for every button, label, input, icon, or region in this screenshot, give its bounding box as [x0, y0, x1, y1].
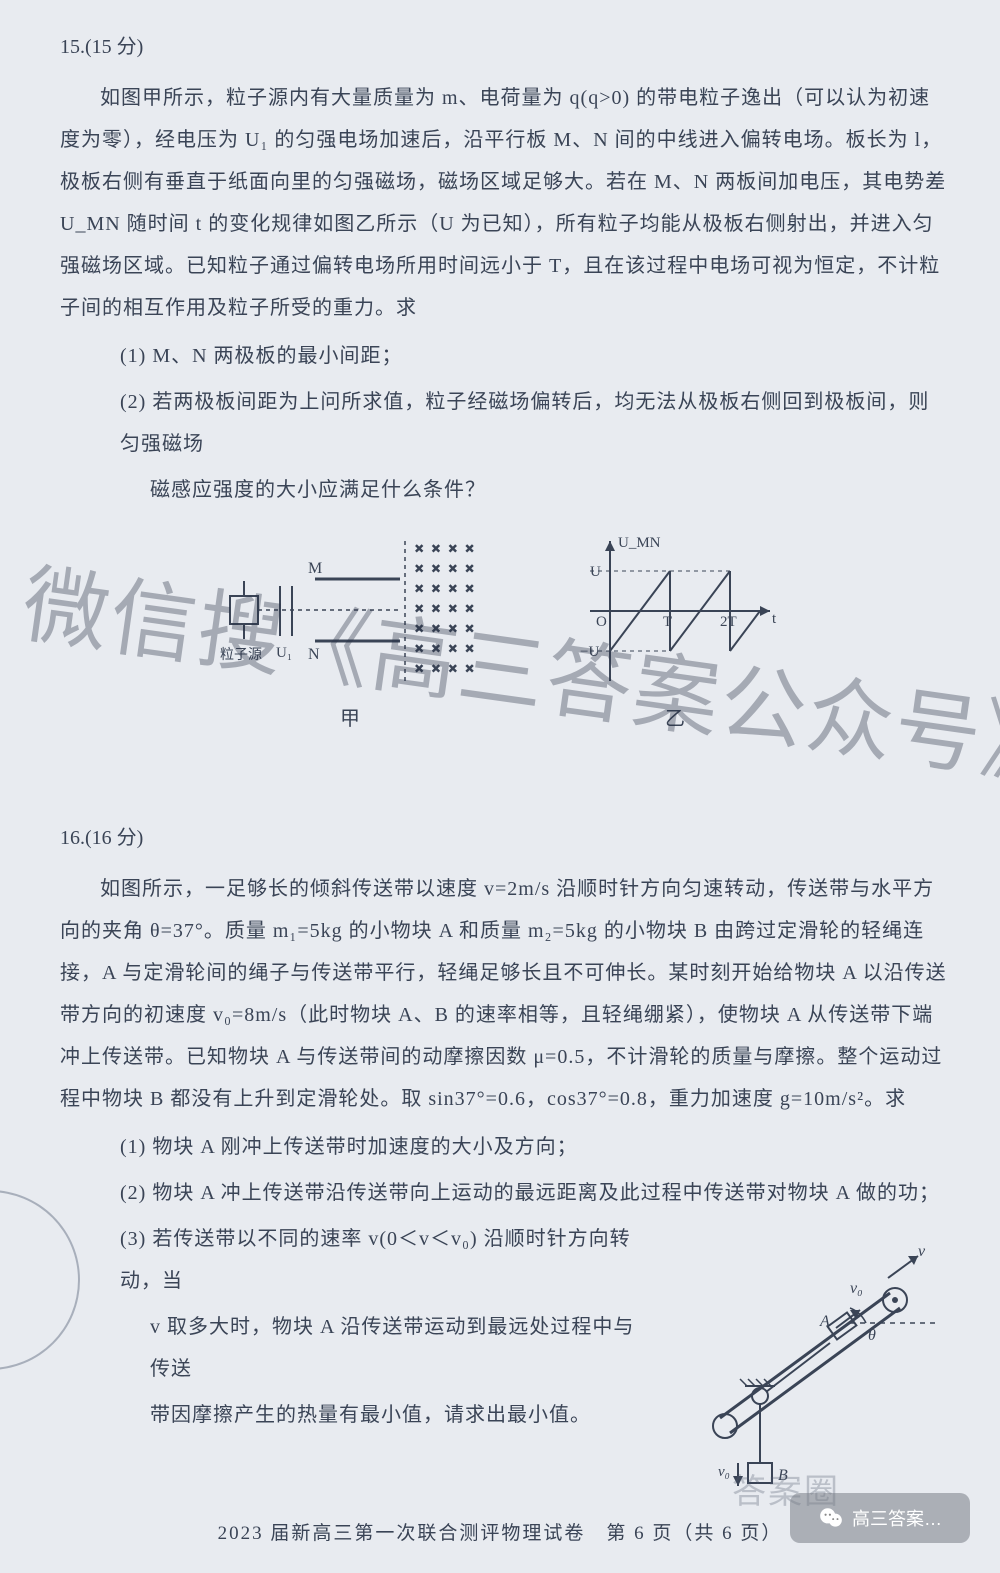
svg-text:O: O	[596, 614, 607, 630]
svg-text:θ: θ	[868, 1327, 876, 1344]
q16-sub1: (1) 物块 A 刚冲上传送带时加速度的大小及方向；	[60, 1126, 950, 1168]
svg-text:× × × × ×: × × × × ×	[415, 642, 480, 658]
figure-jia: × × × × × × × × × × × × × × × × × × × × …	[220, 531, 480, 731]
svg-text:粒子源: 粒子源	[220, 647, 262, 663]
wechat-badge: 高三答案…	[790, 1493, 970, 1543]
badge-label: 高三答案…	[852, 1505, 942, 1531]
svg-text:M: M	[308, 560, 322, 577]
svg-text:v₀: v₀	[850, 1280, 863, 1297]
svg-text:× × × × ×: × × × × ×	[415, 542, 480, 558]
svg-text:× × × × ×: × × × × ×	[415, 602, 480, 618]
svg-text:× × × × ×: × × × × ×	[415, 662, 480, 678]
q15-paragraph: 如图甲所示，粒子源内有大量质量为 m、电荷量为 q(q>0) 的带电粒子逸出（可…	[60, 77, 950, 329]
q15-sub2: (2) 若两极板间距为上问所求值，粒子经磁场偏转后，均无法从极板右侧回到极板间，…	[60, 381, 950, 465]
figure-yi: U_MN t U −U O T 2T 乙	[560, 531, 790, 731]
svg-text:N: N	[308, 646, 320, 663]
svg-text:U₁: U₁	[276, 645, 292, 661]
fig-label-jia: 甲	[220, 702, 480, 731]
wechat-icon	[818, 1505, 844, 1531]
figure-q16: v₀ v A θ B v₀	[650, 1208, 950, 1503]
svg-text:2T: 2T	[720, 614, 737, 630]
fig-label-yi: 乙	[560, 702, 790, 731]
svg-text:× × × × ×: × × × × ×	[415, 582, 480, 598]
svg-text:× × × × ×: × × × × ×	[415, 562, 480, 578]
svg-text:t: t	[772, 611, 777, 627]
q16-paragraph: 如图所示，一足够长的倾斜传送带以速度 v=2m/s 沿顺时针方向匀速转动，传送带…	[60, 868, 950, 1120]
svg-text:× × × × ×: × × × × ×	[415, 622, 480, 638]
q15-sub1: (1) M、N 两极板的最小间距；	[60, 335, 950, 377]
svg-text:T: T	[663, 614, 672, 630]
svg-text:U_MN: U_MN	[618, 535, 661, 551]
svg-text:A: A	[819, 1313, 830, 1330]
svg-text:v₀: v₀	[718, 1464, 730, 1480]
svg-text:U: U	[590, 564, 601, 580]
svg-text:−U: −U	[580, 644, 599, 660]
q15-header: 15.(15 分)	[60, 30, 950, 59]
q15-sub2b: 磁感应强度的大小应满足什么条件？	[60, 469, 950, 511]
q16-header: 16.(16 分)	[60, 821, 950, 850]
q16-sub2: (2) 物块 A 冲上传送带沿传送带向上运动的最远距离及此过程中传送带对物块 A…	[60, 1172, 950, 1214]
svg-text:v: v	[918, 1243, 926, 1260]
